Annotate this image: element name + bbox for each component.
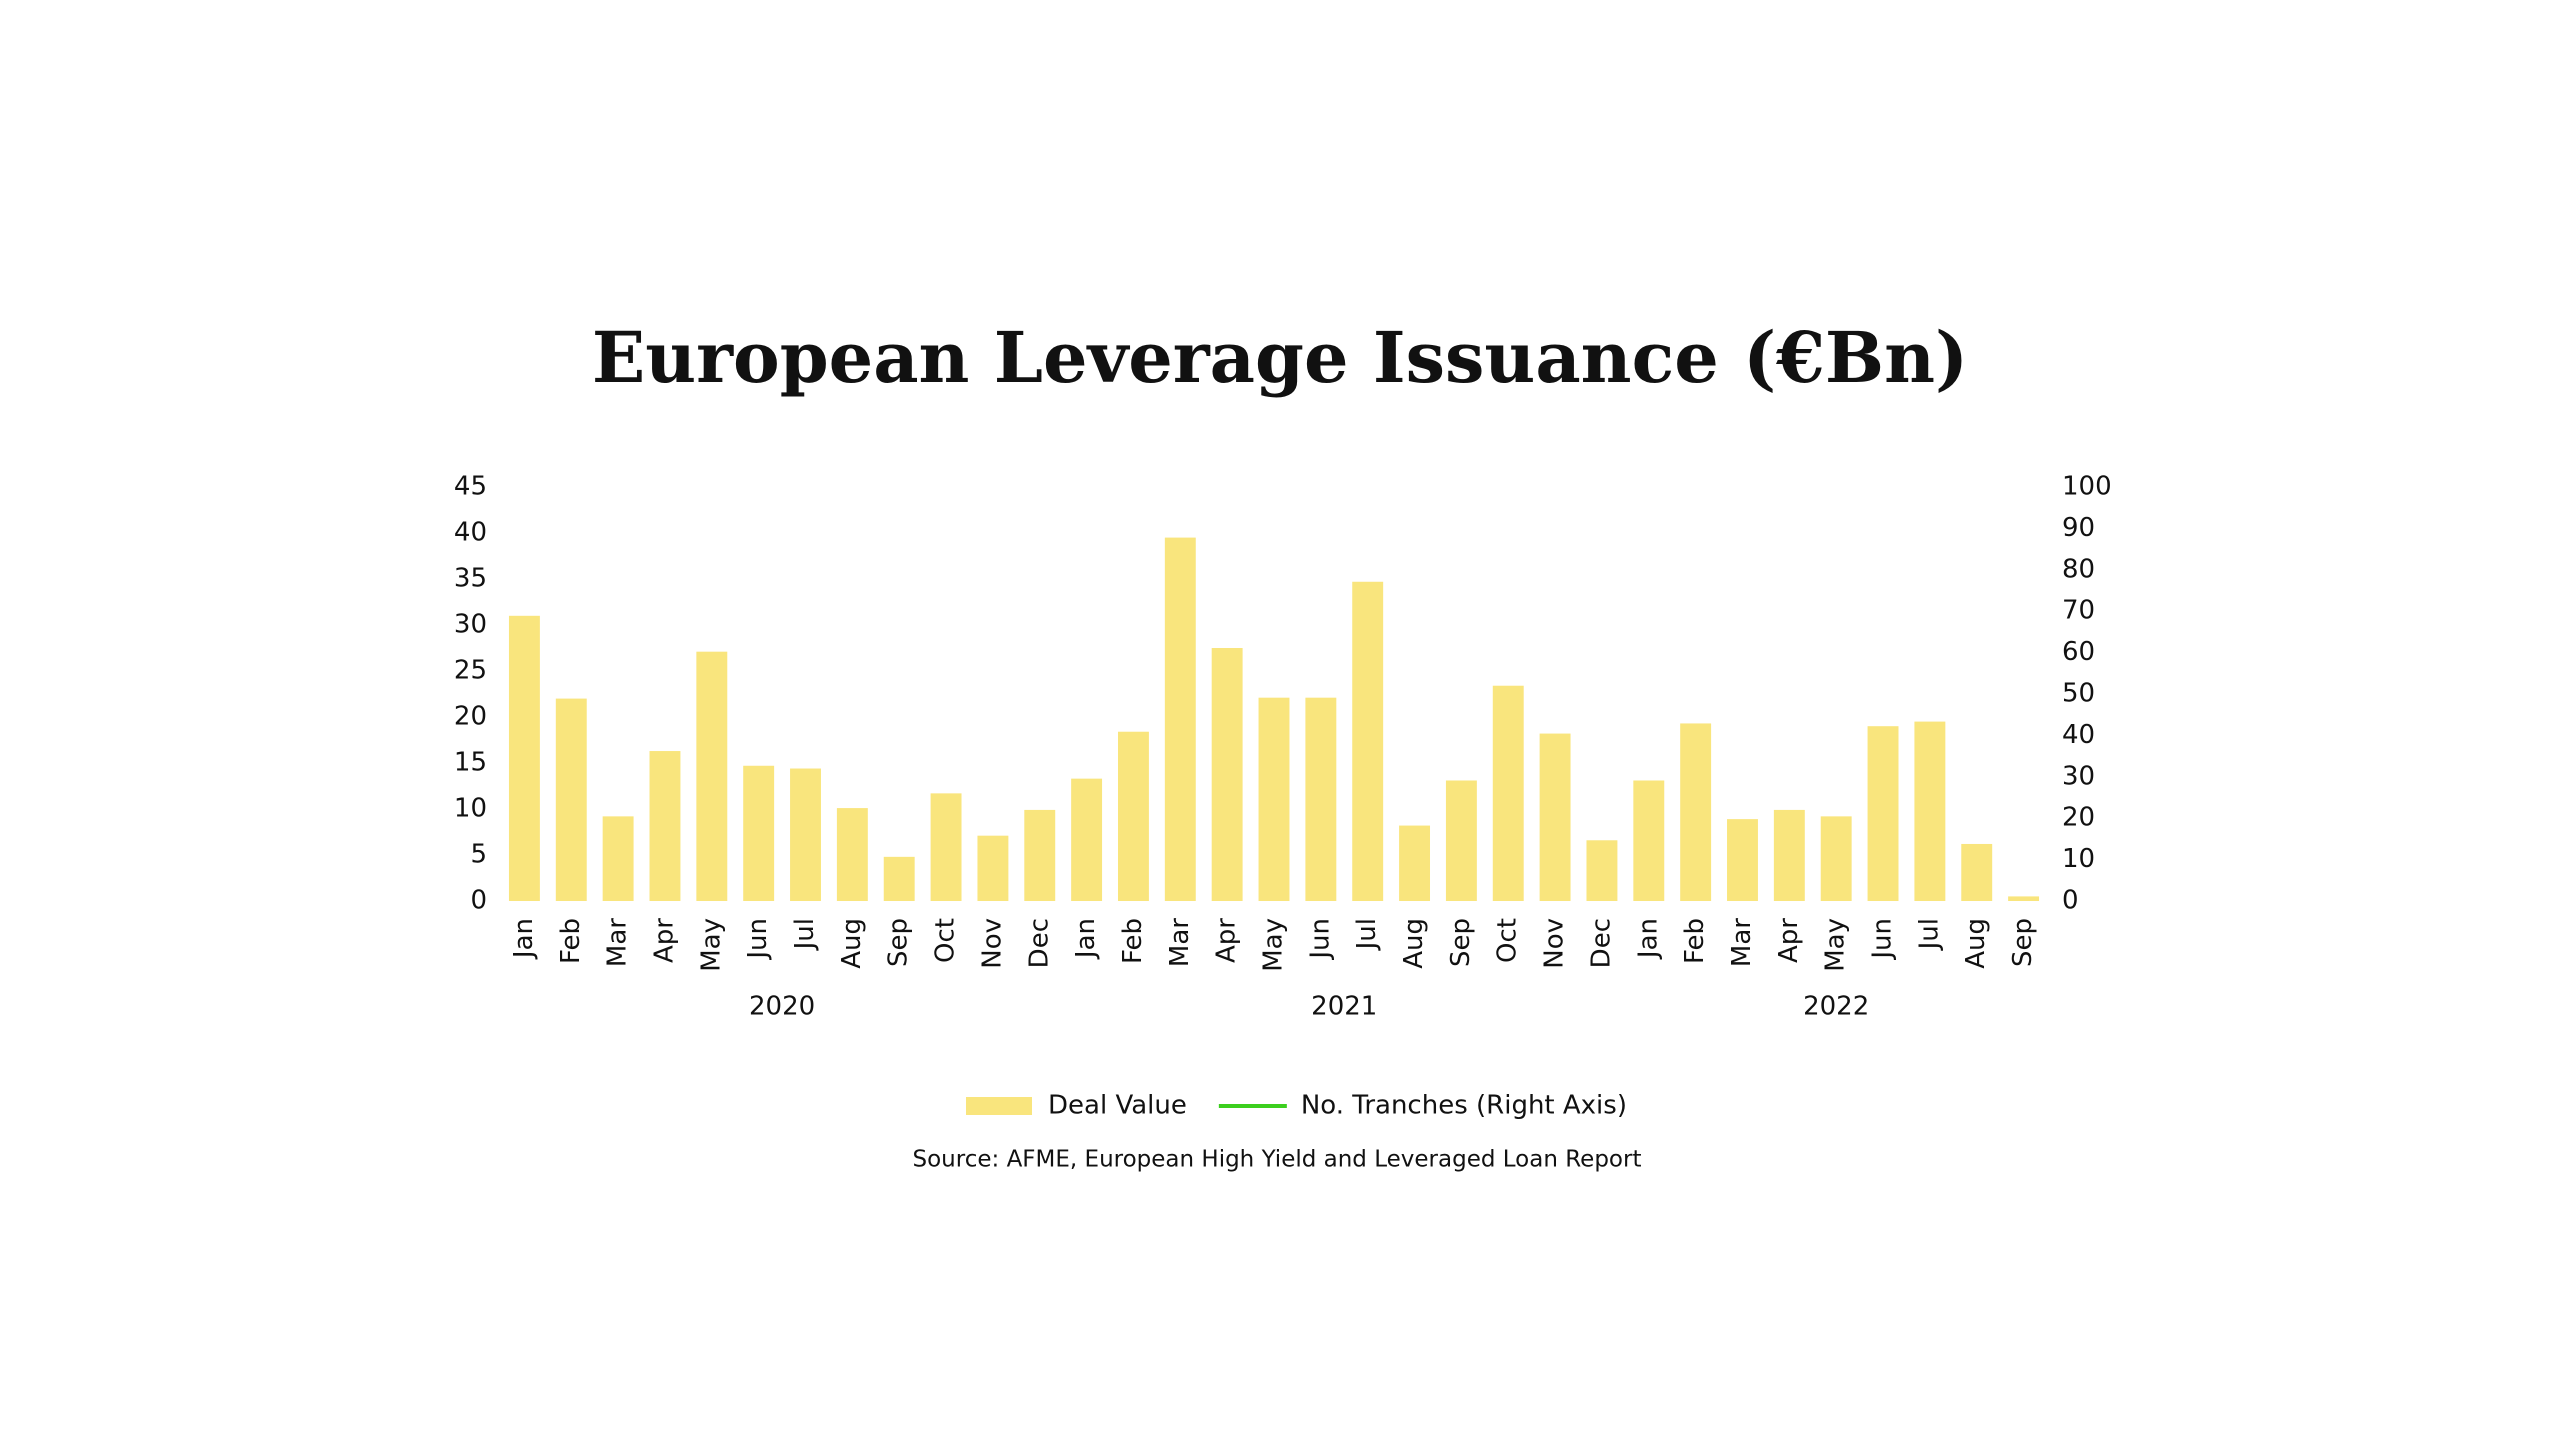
y2-tick-label: 80 bbox=[2062, 554, 2095, 584]
x-tick-label: Sep bbox=[884, 918, 914, 967]
x-tick-label: Jul bbox=[1352, 918, 1382, 951]
bar bbox=[1773, 809, 1805, 901]
bar bbox=[1305, 697, 1337, 901]
x-tick-label: Jul bbox=[1914, 918, 1944, 951]
bar bbox=[1117, 731, 1149, 901]
x-tick-label: Mar bbox=[1165, 918, 1195, 967]
bar bbox=[649, 751, 681, 901]
x-tick-label: Sep bbox=[2008, 918, 2038, 967]
bar bbox=[1492, 685, 1524, 901]
bar bbox=[1680, 723, 1712, 901]
x-tick-label: Nov bbox=[977, 918, 1007, 969]
x-tick-label: Aug bbox=[1399, 918, 1429, 969]
y2-tick-label: 90 bbox=[2062, 513, 2095, 543]
bar bbox=[1024, 809, 1056, 901]
bar bbox=[1633, 780, 1665, 901]
year-label: 2021 bbox=[1311, 992, 1377, 1022]
y2-tick-label: 40 bbox=[2062, 720, 2095, 750]
x-tick-label: Mar bbox=[1727, 918, 1757, 967]
y-tick-label: 15 bbox=[454, 748, 487, 778]
x-tick-label: Jul bbox=[790, 918, 820, 951]
y-tick-label: 35 bbox=[454, 564, 487, 594]
y-tick-label: 10 bbox=[454, 794, 487, 824]
bar bbox=[1352, 581, 1384, 901]
y-tick-label: 5 bbox=[470, 840, 487, 870]
bar bbox=[1399, 825, 1431, 901]
x-tick-label: Jan bbox=[1071, 918, 1101, 960]
y-tick-label: 30 bbox=[454, 610, 487, 640]
x-tick-label: Mar bbox=[603, 918, 633, 967]
x-tick-label: Jun bbox=[743, 918, 773, 961]
y-tick-label: 40 bbox=[454, 518, 487, 548]
y2-tick-label: 70 bbox=[2062, 596, 2095, 626]
x-tick-label: Apr bbox=[1212, 918, 1242, 963]
x-tick-label: Feb bbox=[1680, 918, 1710, 964]
year-label: 2022 bbox=[1803, 992, 1869, 1022]
bar bbox=[602, 816, 634, 901]
y2-tick-label: 50 bbox=[2062, 679, 2095, 709]
bar bbox=[696, 651, 728, 901]
legend-label: No. Tranches (Right Axis) bbox=[1301, 1091, 1627, 1121]
bar bbox=[836, 808, 868, 901]
bar bbox=[1539, 733, 1571, 901]
y2-tick-label: 10 bbox=[2062, 844, 2095, 874]
y-tick-label: 20 bbox=[454, 702, 487, 732]
y-tick-label: 0 bbox=[470, 886, 487, 916]
legend-label: Deal Value bbox=[1048, 1091, 1187, 1121]
bar bbox=[790, 768, 821, 901]
bar bbox=[1164, 537, 1196, 901]
y2-tick-label: 30 bbox=[2062, 761, 2095, 791]
x-tick-label: Sep bbox=[1446, 918, 1476, 967]
bar bbox=[930, 793, 962, 901]
bar bbox=[1211, 648, 1243, 901]
x-tick-label: Feb bbox=[556, 918, 586, 964]
x-tick-label: Aug bbox=[837, 918, 867, 969]
y2-tick-label: 100 bbox=[2062, 472, 2112, 502]
x-tick-label: Apr bbox=[649, 918, 679, 963]
y2-tick-label: 20 bbox=[2062, 803, 2095, 833]
bar bbox=[1445, 780, 1477, 901]
bar bbox=[1727, 819, 1758, 901]
x-tick-label: Oct bbox=[931, 918, 961, 963]
y-tick-label: 25 bbox=[454, 656, 487, 686]
y2-tick-label: 0 bbox=[2062, 886, 2079, 916]
bar bbox=[555, 698, 587, 901]
source: Source: AFME, European High Yield and Le… bbox=[913, 1147, 1642, 1173]
year-label: 2020 bbox=[749, 992, 815, 1022]
bar bbox=[1914, 721, 1946, 901]
x-tick-label: Dec bbox=[1024, 918, 1054, 968]
bar bbox=[1961, 843, 1993, 901]
x-tick-label: Jun bbox=[1305, 918, 1335, 961]
y2-tick-label: 60 bbox=[2062, 637, 2095, 667]
chart-title: European Leverage Issuance (€Bn) bbox=[592, 316, 1968, 399]
x-tick-label: Feb bbox=[1118, 918, 1148, 964]
bar bbox=[977, 835, 1009, 901]
x-tick-label: Jun bbox=[1868, 918, 1898, 961]
x-tick-label: Oct bbox=[1493, 918, 1523, 963]
bar bbox=[883, 856, 915, 901]
x-tick-label: May bbox=[1259, 918, 1289, 972]
bar bbox=[1867, 726, 1899, 901]
x-tick-label: Nov bbox=[1540, 918, 1570, 969]
y-tick-label: 45 bbox=[454, 472, 487, 502]
bar bbox=[1071, 778, 1103, 901]
bar bbox=[1586, 840, 1618, 901]
x-tick-label: Jan bbox=[1633, 918, 1663, 960]
bar bbox=[508, 615, 540, 901]
legend-swatch bbox=[966, 1097, 1032, 1115]
bar bbox=[1258, 697, 1290, 901]
x-tick-label: Dec bbox=[1586, 918, 1616, 968]
x-tick-label: Aug bbox=[1961, 918, 1991, 969]
bar bbox=[1820, 816, 1852, 901]
x-tick-label: May bbox=[1821, 918, 1851, 972]
x-tick-label: Apr bbox=[1774, 918, 1804, 963]
bar bbox=[2008, 896, 2040, 901]
x-tick-label: Jan bbox=[509, 918, 539, 960]
x-tick-label: May bbox=[696, 918, 726, 972]
bar bbox=[743, 765, 775, 901]
